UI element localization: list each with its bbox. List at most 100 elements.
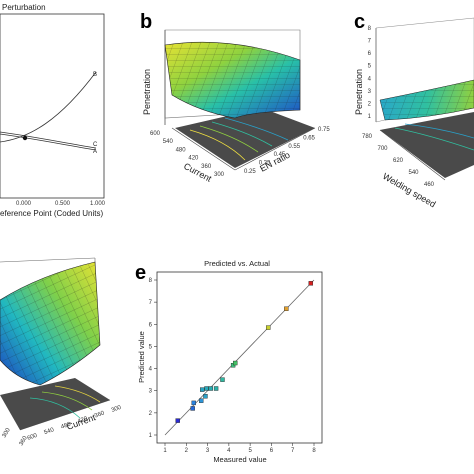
panel-c-xtick: 700 — [377, 146, 388, 152]
panel-b-xtick: 360 — [201, 164, 212, 170]
x-tick-label: 4 — [227, 448, 231, 454]
x-tick-label: 7 — [291, 448, 295, 454]
panel-b-floor — [175, 108, 315, 168]
panel-a-xtick: 1.000 — [90, 201, 106, 207]
panel-c-xtick: 540 — [408, 170, 419, 176]
x-tick-label: 5 — [248, 448, 252, 454]
panel-c: c 8 7 6 5 4 3 2 1 Penetration 780 700 620 540 460 W… — [354, 11, 474, 209]
data-point — [175, 418, 180, 423]
chart-title: Predicted vs. Actual — [204, 259, 270, 268]
reference-line — [164, 279, 315, 436]
panel-b-zlabel: Penetration — [142, 69, 152, 115]
panel-a-frame — [0, 13, 105, 199]
panel-d: 600 540 480 420 360 300 300 360 Current — [0, 257, 123, 447]
panel-a-title: Perturbation — [2, 3, 46, 12]
panel-a-curve-label-a: A — [93, 149, 97, 155]
x-tick-label: 6 — [270, 448, 274, 454]
y-tick-label: 5 — [149, 344, 153, 350]
x-axis-ticks: 1 2 3 4 5 6 7 8 — [163, 443, 316, 454]
x-axis-label: Measured value — [213, 455, 266, 464]
panel-d-xtick: 480 — [60, 421, 72, 430]
y-tick-label: 1 — [149, 433, 153, 439]
panel-c-surface-mesh — [380, 80, 474, 120]
panel-c-xtick: 460 — [424, 182, 435, 188]
data-point — [284, 306, 289, 311]
panel-b-xtick: 480 — [176, 147, 187, 153]
y-tick-label: 6 — [149, 322, 153, 328]
panel-b-floor-contour — [199, 125, 259, 153]
panel-d-xticks: 600 540 480 420 360 300 — [27, 405, 123, 442]
panel-d-xtick: 540 — [43, 427, 55, 436]
panel-d-ytick: 300 — [2, 427, 13, 439]
panel-b-ytick: 0.25 — [244, 169, 256, 175]
panel-c-zticks: 8 7 6 5 4 3 2 1 — [368, 26, 372, 120]
panel-b-xtick: 420 — [188, 156, 199, 162]
panel-b-floor-contour — [189, 129, 246, 161]
panel-c-ztick: 3 — [368, 89, 372, 95]
panel-b-xtick: 300 — [214, 172, 225, 178]
panel-d-yticks: 300 360 — [2, 427, 30, 447]
panel-d-back-edge — [0, 257, 96, 263]
panel-c-ztick: 5 — [368, 64, 372, 70]
panel-e: e Predicted vs. Actual 1 2 3 4 5 6 7 8 1 2 3 4 5 6 7 8… — [135, 259, 323, 464]
panel-a-curve-b — [0, 71, 97, 143]
x-tick-label: 1 — [163, 448, 167, 454]
panel-b-yticks: 0.250.350.450.550.650.75 — [244, 127, 330, 175]
panel-b-ytick: 0.75 — [318, 127, 330, 133]
panel-b-ytick: 0.35 — [259, 161, 271, 167]
data-point — [233, 360, 238, 366]
panel-c-label: c — [354, 11, 365, 33]
panel-c-floor — [380, 112, 474, 178]
panel-d-xlabel: Current — [65, 412, 97, 432]
panel-c-xlabel: Welding speed — [381, 171, 437, 209]
panel-c-xtick: 780 — [362, 134, 373, 140]
panel-b-floor-contour — [211, 121, 273, 147]
data-point — [198, 398, 204, 403]
y-tick-label: 7 — [149, 300, 153, 306]
panel-e-label: e — [135, 262, 146, 284]
x-tick-label: 2 — [185, 448, 189, 454]
panel-b-xtick: 540 — [163, 139, 174, 145]
panel-c-x-axis — [379, 129, 446, 181]
panel-a-reference-point — [22, 135, 28, 141]
data-point — [204, 386, 209, 391]
panel-c-ztick: 1 — [368, 114, 372, 120]
data-point — [266, 325, 271, 330]
panel-d-ytick: 360 — [19, 435, 30, 447]
data-point — [191, 400, 196, 406]
data-point — [220, 377, 225, 382]
panel-a-curve-label-c: C — [93, 142, 98, 148]
y-tick-label: 2 — [149, 411, 153, 417]
panel-a-xtick: 0.000 — [16, 201, 32, 207]
data-point — [200, 387, 205, 392]
panel-c-xticks: 780 700 620 540 460 — [362, 134, 435, 188]
panel-b-ytick: 0.45 — [274, 152, 286, 158]
panel-a-curve-a — [0, 133, 97, 151]
panel-b-x-axis — [171, 127, 236, 171]
panel-d-xtick: 300 — [111, 405, 123, 414]
panel-a-curve-label-b: B — [93, 72, 97, 78]
panel-a-xtick: 0.500 — [55, 201, 71, 207]
panel-c-zlabel: Penetration — [354, 69, 364, 115]
panel-c-ztick: 2 — [368, 101, 372, 107]
panel-b-xtick: 600 — [150, 131, 161, 137]
panel-d-floor-contour — [54, 385, 101, 403]
panel-d-surface-mesh — [0, 262, 100, 385]
panel-c-floor-contour — [404, 123, 474, 139]
y-tick-label: 8 — [149, 278, 153, 284]
x-tick-label: 3 — [206, 448, 210, 454]
panel-c-xtick: 620 — [393, 158, 404, 164]
panel-c-ztick: 6 — [368, 51, 372, 57]
panel-b-ytick: 0.65 — [303, 135, 315, 141]
y-axis-label: Predicted value — [137, 331, 146, 383]
panel-c-ztick: 7 — [368, 39, 372, 45]
data-points — [175, 281, 314, 423]
panel-a: Perturbation B C A 0.000 0.500 1.000 efe… — [0, 3, 106, 218]
panel-d-xtick: 420 — [77, 416, 89, 425]
panel-d-floor-contour — [41, 391, 93, 411]
panel-b-floor-contour — [224, 117, 289, 141]
panel-b-ytick: 0.55 — [288, 144, 300, 150]
